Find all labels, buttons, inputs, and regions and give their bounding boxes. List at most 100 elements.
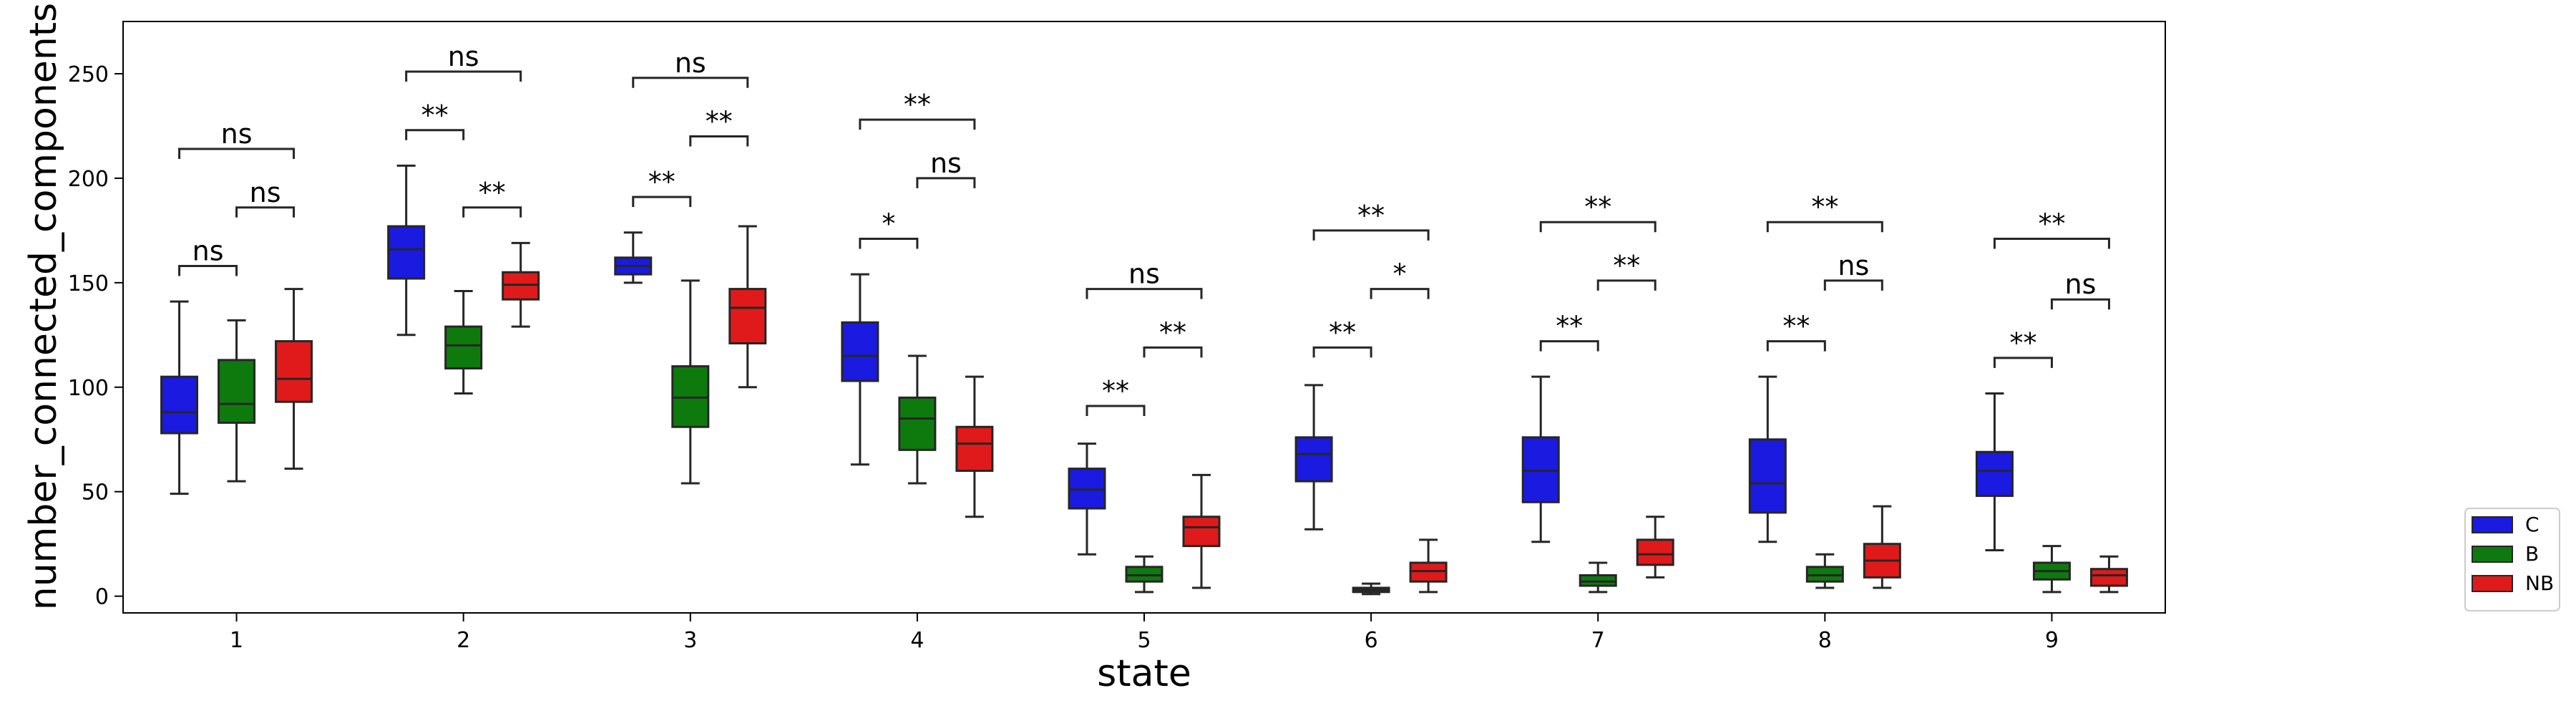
y-axis: 0 50 100 150 200 250 <box>68 62 123 610</box>
bracket-line <box>1539 221 1657 233</box>
x-tick-label: 5 <box>1137 628 1151 653</box>
significance-bracket: ** <box>405 100 465 140</box>
significance-bracket: ns <box>178 118 296 160</box>
x-tick-label: 1 <box>230 628 243 653</box>
bracket-line <box>1823 279 1883 291</box>
bracket-line <box>462 206 522 218</box>
significance-label: ** <box>479 177 506 208</box>
box-body <box>841 321 879 382</box>
box-c-state-6 <box>1294 384 1333 531</box>
significance-label: ** <box>1329 316 1356 348</box>
box-nb-state-8 <box>1863 505 1901 589</box>
significance-label: ** <box>1613 250 1640 281</box>
box-nb-state-7 <box>1636 516 1674 579</box>
x-tick-label: 9 <box>2045 628 2059 653</box>
box-c-state-7 <box>1521 375 1560 543</box>
box-c-state-9 <box>1975 392 2014 551</box>
bracket-line <box>1312 346 1372 358</box>
box-c-state-8 <box>1748 375 1787 543</box>
bracket-line <box>859 238 919 249</box>
significance-bracket: ns <box>405 41 522 82</box>
bracket-line <box>1143 346 1203 358</box>
legend-swatch <box>2472 575 2513 592</box>
significance-label: ns <box>221 118 253 150</box>
box-c-state-5 <box>1068 442 1106 556</box>
plot-area: nsnsns****ns****ns*ns******ns***********… <box>160 41 2128 596</box>
significance-bracket: ** <box>1993 208 2110 249</box>
bracket-line <box>632 77 749 88</box>
significance-label: ** <box>1159 316 1186 348</box>
box-body <box>275 340 313 403</box>
significance-bracket: ** <box>462 177 522 218</box>
significance-label: ns <box>930 147 962 179</box>
bracket-line <box>178 147 296 160</box>
significance-bracket: ns <box>235 177 296 218</box>
bracket-line <box>1993 357 2053 368</box>
significance-label: ** <box>648 166 675 198</box>
significance-bracket: ** <box>1539 311 1599 352</box>
significance-label: ** <box>1584 191 1611 223</box>
significance-label: ** <box>1102 375 1129 407</box>
box-b-state-5 <box>1125 555 1163 594</box>
box-c-state-4 <box>841 273 879 466</box>
box-nb-state-1 <box>275 288 313 470</box>
box-b-state-9 <box>2032 545 2071 594</box>
significance-label: * <box>1393 258 1407 290</box>
box-b-state-1 <box>218 319 256 483</box>
box-nb-state-6 <box>1409 538 1448 594</box>
bracket-line <box>1370 288 1430 299</box>
y-tick-label: 150 <box>68 271 109 296</box>
box-body <box>898 396 937 451</box>
box-nb-state-9 <box>2089 555 2128 594</box>
significance-bracket: ns <box>178 235 238 276</box>
y-axis-label: number_connected_components <box>22 3 65 611</box>
significance-bracket: ** <box>1143 316 1203 358</box>
significance-label: ns <box>250 177 281 208</box>
bracket-line <box>405 129 465 140</box>
x-tick-label: 8 <box>1818 628 1832 653</box>
bracket-line <box>1312 229 1430 241</box>
bracket-line <box>1539 340 1599 352</box>
significance-label: ** <box>1782 311 1810 342</box>
significance-bracket: ** <box>689 106 749 147</box>
significance-label: ns <box>448 41 479 72</box>
box-body <box>2089 568 2128 587</box>
x-tick-label: 4 <box>910 628 924 653</box>
bracket-line <box>1596 279 1657 291</box>
significance-label: ns <box>2064 268 2096 300</box>
significance-bracket: ns <box>2050 268 2110 310</box>
x-tick-label: 7 <box>1591 628 1605 653</box>
box-body <box>1636 538 1674 566</box>
box-body <box>1182 516 1221 548</box>
legend: CB NB <box>2464 508 2560 611</box>
legend-swatch <box>2472 546 2513 563</box>
significance-label: ** <box>1811 191 1838 223</box>
bracket-line <box>2050 298 2110 310</box>
significance-bracket: ** <box>1766 311 1826 352</box>
box-b-state-4 <box>898 354 937 485</box>
legend-item-b: B <box>2472 542 2539 566</box>
box-b-state-2 <box>444 290 483 395</box>
box-b-state-7 <box>1579 561 1617 594</box>
box-c-state-3 <box>614 231 653 284</box>
box-body <box>218 359 256 424</box>
significance-label: ** <box>706 106 733 137</box>
significance-bracket: ** <box>1312 316 1372 358</box>
significance-label: ns <box>192 235 224 266</box>
y-tick-label: 100 <box>68 376 109 401</box>
box-nb-state-2 <box>502 241 540 328</box>
x-tick-label: 2 <box>457 628 470 653</box>
significance-bracket: ** <box>859 89 976 130</box>
legend-label: B <box>2525 542 2539 566</box>
significance-label: ** <box>1556 311 1583 342</box>
significance-bracket: ** <box>1993 327 2053 368</box>
x-axis: 1 2 3 4 5 6 7 8 9 <box>230 613 2059 653</box>
significance-label: ns <box>675 47 706 79</box>
bracket-line <box>1993 238 2110 249</box>
box-c-state-2 <box>387 164 426 337</box>
bracket-line <box>689 135 749 147</box>
box-body <box>444 325 483 370</box>
box-b-state-3 <box>671 279 710 485</box>
